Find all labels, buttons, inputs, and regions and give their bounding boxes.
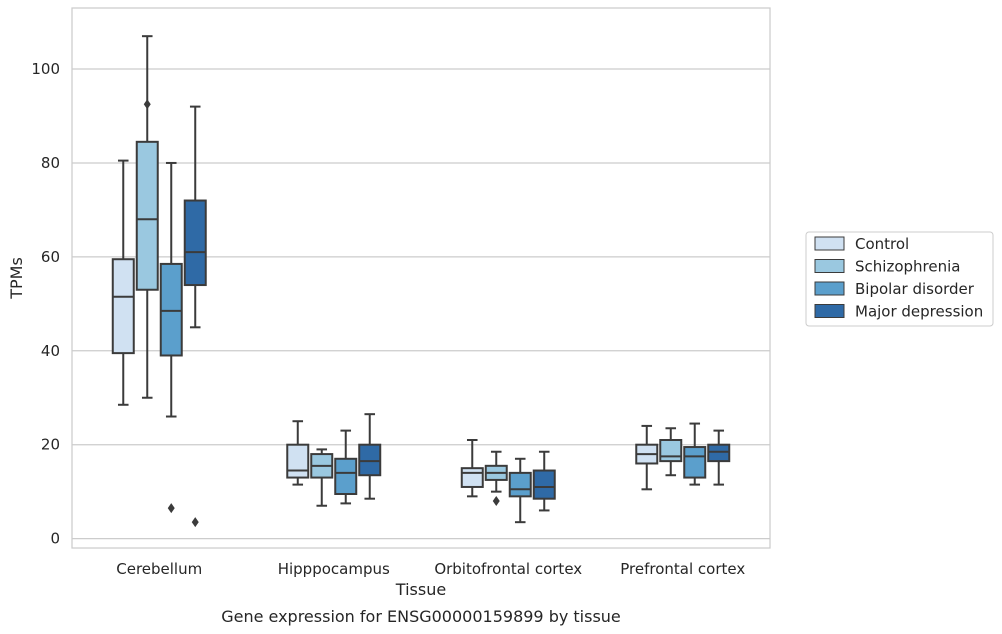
y-axis-title: TPMs (7, 257, 26, 300)
legend-label: Major depression (855, 303, 983, 321)
box-body (159, 262, 183, 357)
box-bipolar-disorder (683, 422, 707, 486)
box-schizophrenia (659, 427, 683, 477)
box-body (111, 258, 135, 355)
legend-swatch (814, 281, 845, 296)
y-tick-label: 0 (50, 530, 60, 548)
legend-swatch (814, 236, 845, 251)
x-tick-labels: Cerebellum Hipppocampus Orbitofrontal cort… (116, 560, 745, 578)
x-tick-label: Hipppocampus (278, 560, 390, 578)
box-body (334, 457, 358, 496)
box-body (460, 467, 484, 488)
legend-label: Bipolar disorder (855, 280, 975, 298)
x-axis-title: Tissue (395, 580, 446, 599)
legend-label: Control (855, 235, 909, 253)
y-tick-label: 80 (41, 154, 60, 172)
box-body (135, 140, 159, 291)
box-schizophrenia (310, 448, 334, 507)
box-body (532, 469, 556, 500)
outlier-point (167, 503, 175, 514)
box-body (683, 446, 707, 479)
box-major-depression (183, 105, 207, 528)
box-plots (111, 35, 731, 528)
y-tick-label: 40 (41, 342, 60, 360)
legend-label: Schizophrenia (855, 258, 960, 276)
box-major-depression (532, 450, 556, 512)
box-schizophrenia (484, 450, 508, 507)
box-bipolar-disorder (159, 161, 183, 514)
y-tick-label: 100 (31, 60, 60, 78)
x-tick-label: Cerebellum (116, 560, 202, 578)
x-tick-label: Prefrontal cortex (620, 560, 745, 578)
y-tick-label: 60 (41, 248, 60, 266)
legend-frame (805, 231, 994, 327)
box-schizophrenia (135, 35, 159, 399)
box-body (707, 443, 731, 463)
box-control (460, 439, 484, 498)
chart-caption: Gene expression for ENSG00000159899 by t… (221, 607, 621, 626)
outlier-point (492, 496, 500, 507)
box-body (358, 443, 382, 477)
box-body (659, 439, 683, 463)
box-bipolar-disorder (508, 457, 532, 524)
box-control (635, 424, 659, 491)
box-control (286, 420, 310, 486)
box-major-depression (707, 429, 731, 486)
x-tick-label: Orbitofrontal cortex (434, 560, 582, 578)
legend-swatch (814, 259, 845, 273)
box-major-depression (358, 413, 382, 500)
legend-swatch (814, 304, 845, 318)
box-bipolar-disorder (334, 429, 358, 505)
y-tick-label: 20 (41, 436, 60, 454)
box-control (111, 159, 135, 406)
outlier-point (143, 99, 151, 110)
legend: Control Schizophrenia Bipolar disorder Majo… (805, 231, 994, 327)
box-body (286, 443, 310, 479)
plot-frame (71, 7, 771, 549)
box-body (183, 199, 207, 287)
outlier-point (191, 517, 199, 528)
y-tick-labels: 0 20 40 60 80 100 (31, 60, 60, 548)
box-body (508, 471, 532, 498)
